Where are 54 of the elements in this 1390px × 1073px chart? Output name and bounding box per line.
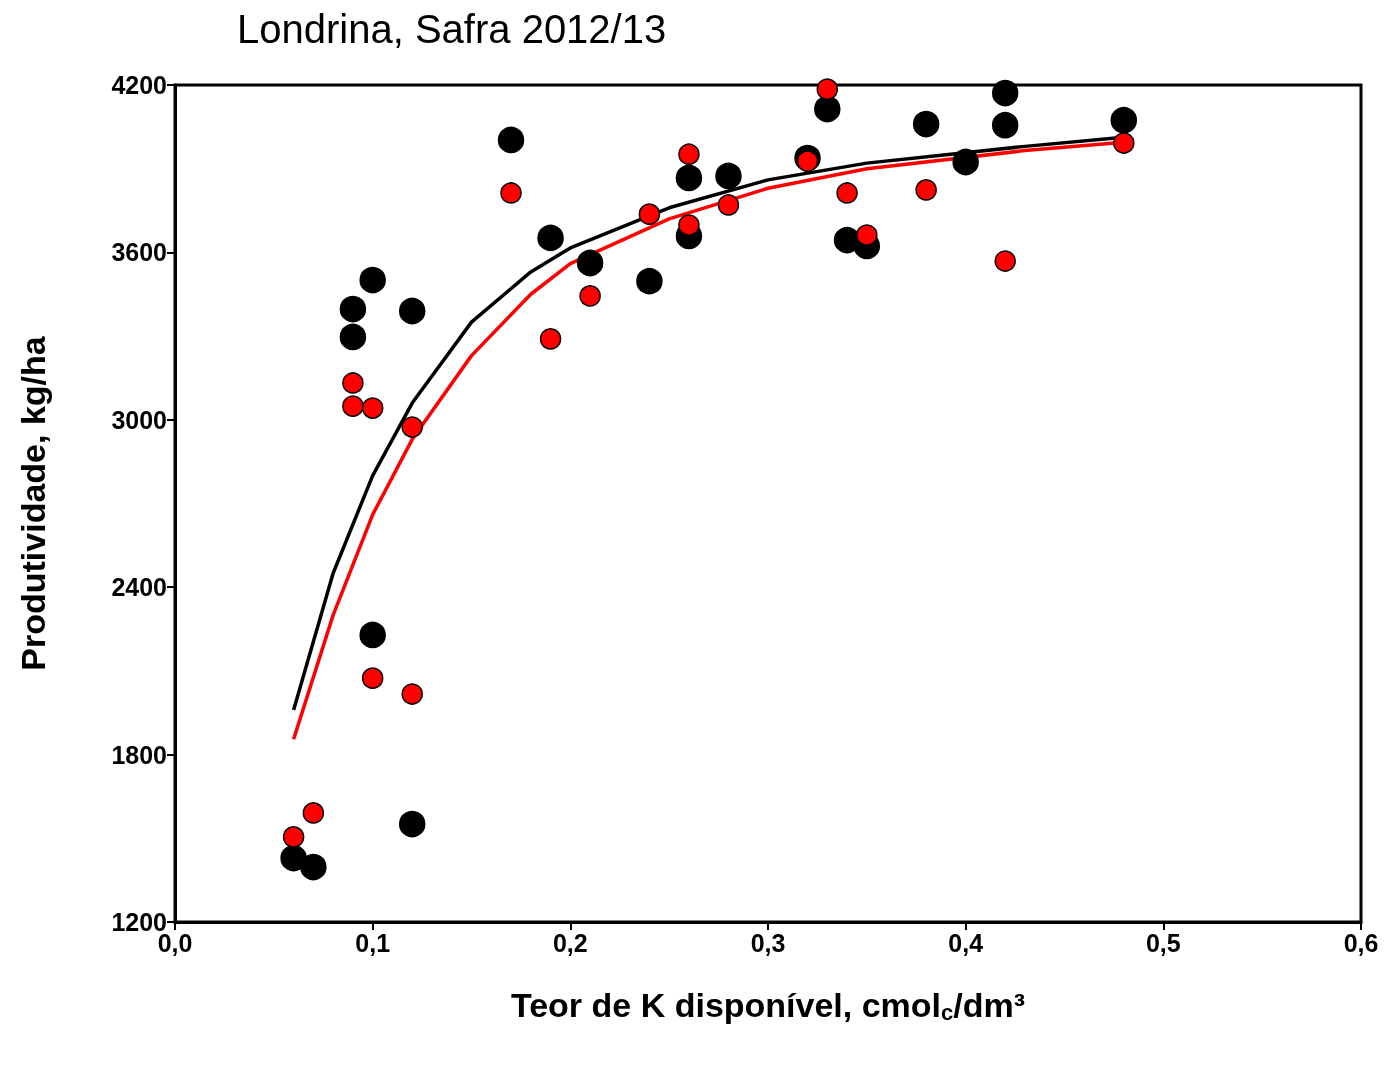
point bbox=[675, 164, 703, 192]
y-tick-label: 1800 bbox=[111, 740, 167, 769]
point bbox=[991, 111, 1019, 139]
x-axis-title: Teor de K disponível, cmolc/dm³ bbox=[510, 986, 1026, 1025]
point bbox=[342, 372, 364, 394]
point bbox=[579, 285, 601, 307]
point bbox=[398, 810, 426, 838]
point bbox=[401, 416, 423, 438]
point bbox=[302, 802, 325, 824]
y-tick-label: 3000 bbox=[111, 405, 167, 434]
point bbox=[678, 143, 700, 165]
point bbox=[912, 110, 940, 138]
point bbox=[342, 395, 364, 417]
chart-title: Londrina, Safra 2012/13 bbox=[237, 7, 667, 51]
point bbox=[991, 79, 1019, 107]
point bbox=[398, 297, 426, 325]
y-tick-label: 4200 bbox=[111, 71, 167, 99]
point bbox=[500, 182, 522, 204]
x-tick-label: 0,6 bbox=[1343, 928, 1379, 957]
point bbox=[814, 95, 841, 123]
point bbox=[715, 162, 742, 190]
x-tick-label: 0,1 bbox=[355, 928, 391, 957]
y-tick-label: 3600 bbox=[111, 238, 167, 267]
point bbox=[537, 224, 564, 252]
point bbox=[361, 667, 384, 689]
point bbox=[717, 194, 740, 216]
point bbox=[638, 203, 661, 225]
point bbox=[836, 182, 858, 204]
point bbox=[576, 249, 604, 277]
x-tick-label: 0,4 bbox=[948, 928, 984, 957]
y-tick-label: 2400 bbox=[111, 573, 167, 602]
point bbox=[636, 267, 663, 295]
point bbox=[401, 683, 423, 705]
point bbox=[339, 295, 367, 323]
point bbox=[361, 397, 384, 419]
x-tick-label: 0,3 bbox=[750, 928, 786, 957]
point bbox=[994, 250, 1016, 272]
point bbox=[1110, 106, 1138, 134]
x-tick-label: 0,5 bbox=[1145, 928, 1181, 957]
point bbox=[339, 323, 367, 351]
point bbox=[359, 621, 386, 649]
point bbox=[1113, 132, 1135, 154]
point bbox=[856, 224, 878, 246]
x-tick-label: 0,2 bbox=[552, 928, 588, 957]
point bbox=[816, 78, 839, 100]
point bbox=[539, 328, 562, 350]
point bbox=[359, 266, 386, 294]
point bbox=[300, 853, 327, 881]
point bbox=[282, 826, 305, 848]
point bbox=[915, 179, 937, 201]
point bbox=[678, 214, 700, 236]
y-axis-title: Produtividade, kg/ha bbox=[14, 335, 52, 671]
point bbox=[952, 148, 979, 176]
point bbox=[497, 126, 525, 154]
